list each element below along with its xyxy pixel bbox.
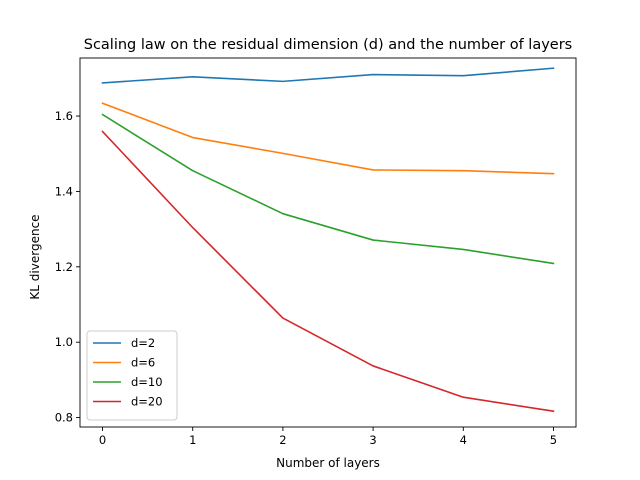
series-line-2 (101, 113, 555, 265)
x-axis-label: Number of layers (276, 456, 380, 470)
y-tick-label: 0.8 (55, 411, 73, 425)
x-tick-label: 4 (460, 433, 467, 447)
chart-title: Scaling law on the residual dimension (d… (84, 37, 573, 53)
legend-label: d=2 (131, 336, 155, 350)
series-line-0 (101, 67, 555, 84)
legend-box (86, 330, 178, 421)
axes-frame (79, 57, 577, 428)
x-tick-label: 3 (369, 433, 376, 447)
y-axis-label: KL divergence (28, 214, 42, 299)
y-tick-label: 1.6 (55, 109, 73, 123)
series-line-3 (101, 130, 555, 413)
series-line-1 (101, 102, 555, 175)
plot-area: 0 1 2 3 4 5 0.8 1.0 1.2 1.4 1.6 (55, 57, 577, 447)
x-tick-label: 2 (279, 433, 286, 447)
legend: d=2 d=6 d=10 d=20 (86, 330, 178, 421)
legend-label: d=20 (131, 395, 163, 409)
legend-label: d=10 (131, 375, 163, 389)
x-tick-label: 5 (550, 433, 557, 447)
y-tick-label: 1.2 (55, 260, 73, 274)
x-tick-label: 1 (189, 433, 196, 447)
y-tick-label: 1.0 (55, 335, 73, 349)
legend-label: d=6 (131, 356, 155, 370)
y-tick-label: 1.4 (55, 184, 73, 198)
x-tick-label: 0 (99, 433, 106, 447)
